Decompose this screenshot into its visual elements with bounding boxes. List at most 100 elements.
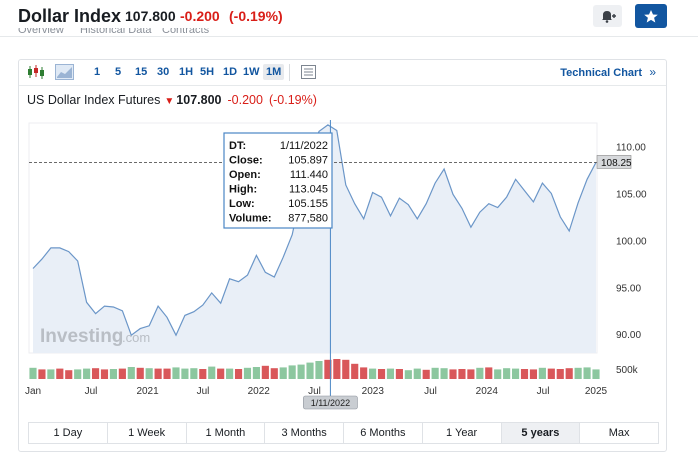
investing-watermark: Investing: [40, 326, 123, 347]
volume-bar: [583, 367, 591, 379]
volume-bar: [485, 367, 493, 379]
timeframe-5h[interactable]: 5H: [200, 66, 215, 78]
volume-bar: [199, 369, 207, 379]
range-button-3-months[interactable]: 3 Months: [265, 423, 344, 443]
range-button-1-day[interactable]: 1 Day: [29, 423, 108, 443]
range-button-1-month[interactable]: 1 Month: [187, 423, 266, 443]
volume-bar: [279, 367, 287, 379]
add-alert-button[interactable]: [593, 5, 622, 27]
y-tick-label: 110.00: [616, 142, 646, 153]
timeframe-15[interactable]: 15: [135, 66, 148, 78]
volume-bar: [520, 369, 529, 379]
tooltip-label: DT:: [229, 140, 246, 152]
x-tick-label: 2025: [585, 386, 608, 397]
x-tick-label: Jul: [308, 386, 321, 397]
timeframe-30[interactable]: 30: [157, 66, 170, 78]
volume-bar: [574, 367, 582, 379]
volume-bar: [511, 368, 520, 379]
technical-chart-link[interactable]: Technical Chart: [560, 67, 642, 79]
last-price-label: 108.25: [601, 158, 632, 169]
volume-bar: [243, 367, 252, 379]
data-tooltip: DT: 1/11/2022 Close: 105.897 Open: 111.440 Hig…: [223, 132, 333, 229]
tooltip-label: High:: [229, 184, 257, 196]
chart-panel: 1 5 15 30 1H 5H 1D 1W 1M Technical Chart…: [18, 59, 667, 452]
tooltip-label: Volume:: [229, 213, 272, 225]
volume-bar: [565, 368, 573, 379]
volume-bar: [136, 367, 144, 379]
volume-bar: [29, 367, 37, 379]
tooltip-value: 111.440: [290, 169, 328, 181]
sub-navigation: Overview Historical Data Contracts: [0, 28, 698, 38]
volume-bar: [91, 368, 100, 379]
volume-bar: [56, 368, 64, 379]
volume-bar: [476, 367, 484, 379]
area-chart-icon[interactable]: [55, 63, 75, 81]
y-tick-label: 100.00: [616, 236, 647, 247]
bell-plus-icon: [602, 11, 616, 23]
volume-bar: [38, 369, 46, 379]
volume-bar: [306, 362, 314, 379]
chart-instrument-name: US Dollar Index Futures: [27, 93, 161, 107]
tooltip-label: Close:: [229, 155, 263, 167]
range-button-6-months[interactable]: 6 Months: [344, 423, 423, 443]
range-button-max[interactable]: Max: [608, 427, 630, 439]
last-price-label-box: [596, 155, 632, 169]
range-button-1-week[interactable]: 1 Week: [108, 423, 187, 443]
volume-bar: [47, 369, 55, 379]
x-tick-label: Jul: [424, 386, 437, 397]
investing-watermark-suffix: .com: [122, 330, 150, 345]
volume-bar: [386, 368, 395, 379]
volume-bar: [413, 368, 421, 379]
star-icon: [644, 10, 658, 23]
volume-bar: [83, 368, 91, 379]
tab-contracts[interactable]: Contracts: [162, 28, 210, 36]
header-divider: [0, 36, 698, 37]
tooltip-label: Low:: [229, 198, 255, 210]
price-chart[interactable]: 110.00 105.00 100.00 95.00 90.00 108.25 Invest…: [19, 60, 666, 420]
price-area: [33, 124, 596, 354]
double-chevron-right-icon: »: [649, 65, 656, 79]
volume-bar: [297, 364, 305, 379]
x-tick-label: Jul: [537, 386, 550, 397]
volume-bar: [226, 368, 234, 379]
range-selector: 1 Day 1 Week 1 Month 3 Months 6 Months 1 Year…: [28, 422, 659, 444]
tab-overview[interactable]: Overview: [18, 28, 64, 36]
volume-bar: [377, 369, 386, 379]
timeframe-5[interactable]: 5: [115, 66, 122, 78]
timeframe-1w[interactable]: 1W: [243, 66, 260, 78]
x-tick-label: 2021: [136, 386, 159, 397]
timeframe-1h[interactable]: 1H: [179, 66, 194, 78]
timeframe-1d[interactable]: 1D: [223, 66, 238, 78]
timeframe-1[interactable]: 1: [94, 66, 101, 78]
y-tick-label: 105.00: [616, 189, 647, 200]
volume-bar: [529, 369, 538, 379]
volume-bar: [440, 368, 448, 379]
tooltip-value: 105.155: [288, 198, 328, 210]
volume-bar: [109, 369, 118, 379]
toolbar-divider: [289, 64, 290, 81]
range-button-1-year[interactable]: 1 Year: [423, 423, 502, 443]
candlestick-icon[interactable]: [26, 63, 46, 81]
volume-bar: [315, 361, 323, 379]
volume-bar: [163, 368, 171, 379]
watchlist-star-button[interactable]: [635, 4, 667, 28]
range-button-5-years[interactable]: 5 years: [501, 423, 581, 443]
chart-change-pct: (-0.19%): [268, 93, 317, 107]
volume-bar: [538, 367, 546, 379]
volume-bar: [494, 369, 502, 379]
volume-bar: [395, 369, 403, 379]
tooltip-label: Open:: [229, 169, 261, 181]
volume-bar: [351, 363, 359, 379]
header-change: -0.200: [180, 8, 220, 24]
volume-bar: [252, 367, 260, 379]
timeframe-1m[interactable]: 1M: [263, 64, 285, 80]
page-title: Dollar Index: [18, 6, 122, 26]
volume-bar: [333, 359, 341, 379]
indicators-panel-icon[interactable]: [300, 63, 318, 81]
tooltip-box: [223, 132, 333, 229]
volume-bar: [234, 369, 243, 379]
tooltip-value: 105.897: [288, 155, 328, 167]
volume-bar: [172, 367, 180, 379]
tab-historical-data[interactable]: Historical Data: [80, 28, 152, 36]
x-tick-label: Jul: [197, 386, 210, 397]
